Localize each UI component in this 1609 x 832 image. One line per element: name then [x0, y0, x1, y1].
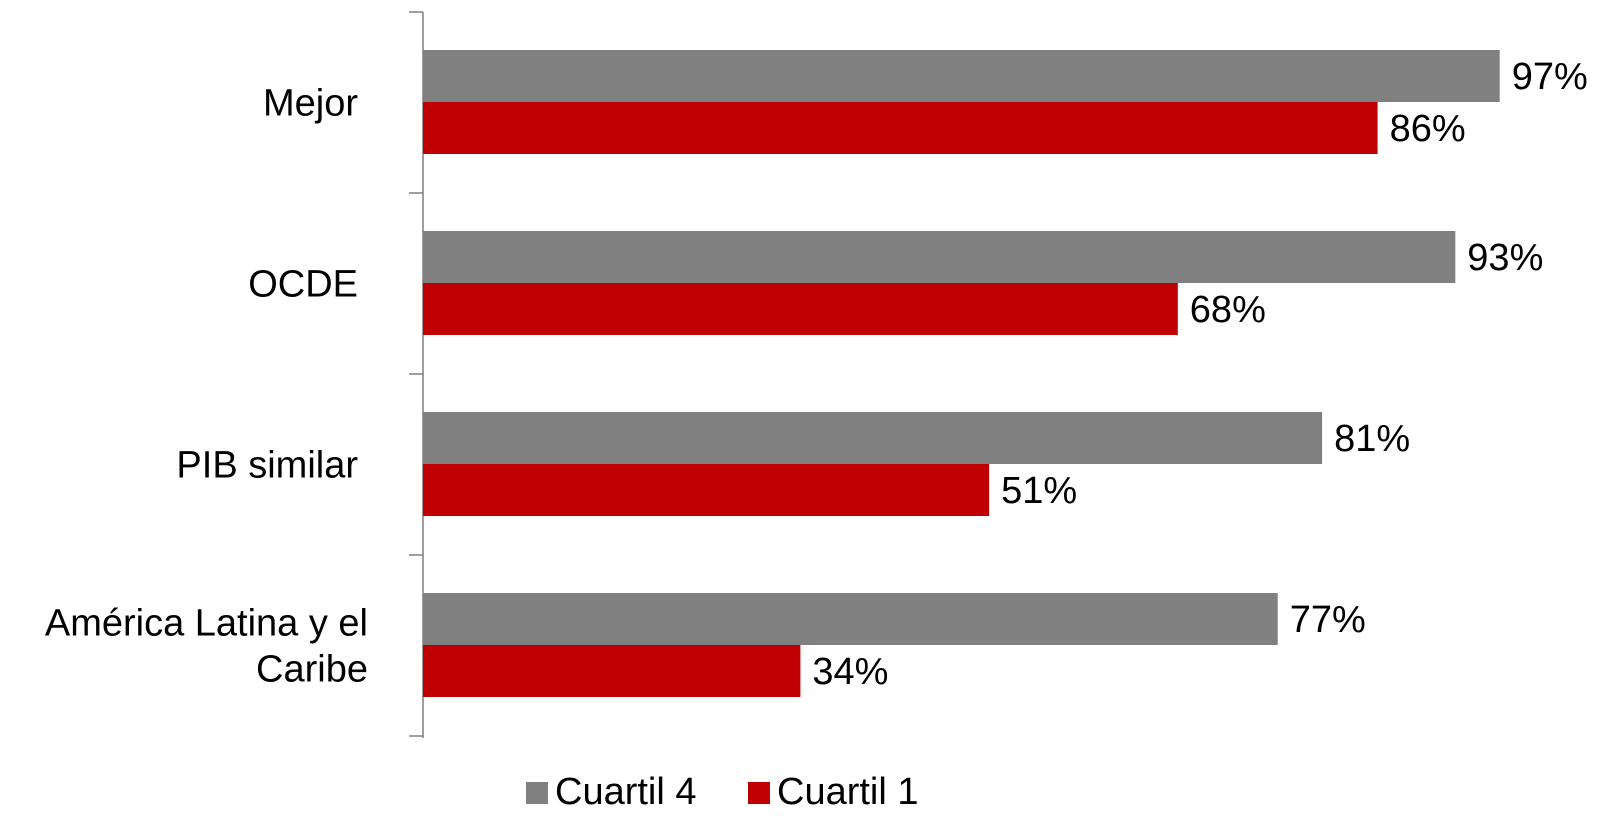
bar-cuartil-1 [423, 283, 1178, 335]
bar-cuartil-1 [423, 464, 990, 516]
labels-group: 97% 86% Mejor 93% 68% OCDE 81% 51% PIB similar 77… [45, 56, 1588, 693]
data-label: 68% [1190, 289, 1266, 331]
category-label: OCDE [248, 264, 358, 306]
data-label: 81% [1334, 418, 1410, 460]
legend-swatch [748, 782, 770, 804]
data-label: 86% [1390, 108, 1466, 150]
bar-cuartil-1 [423, 645, 801, 697]
bar-cuartil-1 [423, 102, 1378, 154]
data-label: 77% [1290, 599, 1366, 641]
bar-cuartil-4 [423, 50, 1500, 102]
category-label: Caribe [256, 649, 368, 691]
legend-label: Cuartil 4 [555, 771, 697, 813]
bar-cuartil-4 [423, 593, 1278, 645]
data-label: 34% [812, 651, 888, 693]
bar-cuartil-4 [423, 231, 1456, 283]
data-label: 93% [1467, 237, 1543, 279]
y-axis [409, 11, 424, 738]
data-label: 51% [1001, 470, 1077, 512]
bars-group [423, 50, 1500, 697]
category-label: América Latina y el [45, 603, 368, 645]
category-label: Mejor [263, 83, 358, 125]
data-label: 97% [1512, 56, 1588, 98]
legend-label: Cuartil 1 [777, 771, 919, 813]
category-label: PIB similar [176, 445, 358, 487]
legend: Cuartil 4 Cuartil 1 [526, 771, 919, 813]
bar-cuartil-4 [423, 412, 1323, 464]
legend-swatch [526, 782, 548, 804]
